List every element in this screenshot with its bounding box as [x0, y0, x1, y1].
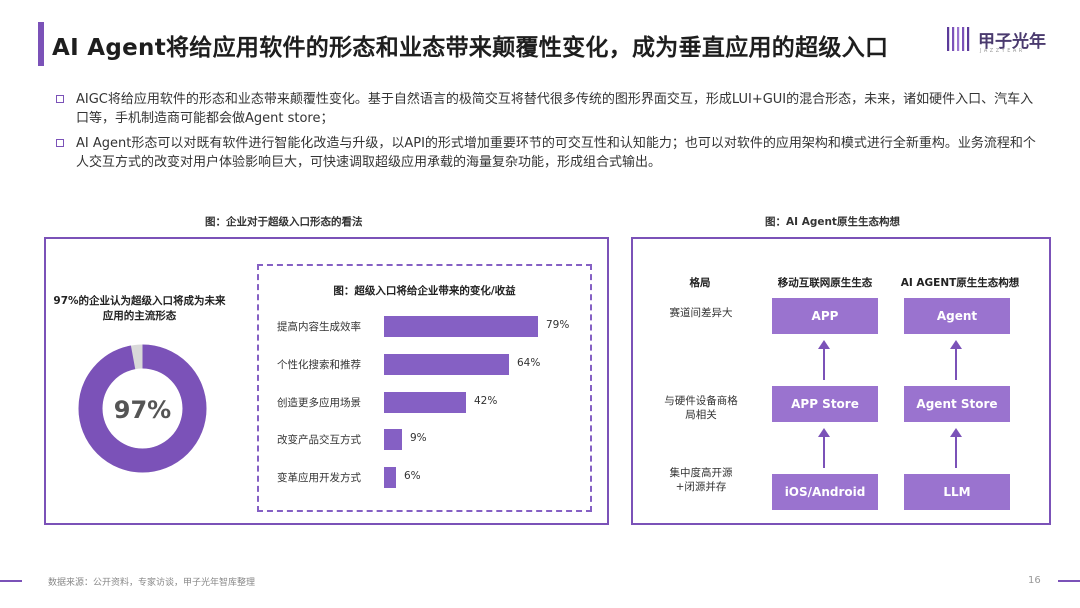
ecosystem-column-header: AI AGENT原生生态构想 [900, 277, 1020, 289]
page-number: 16 [1028, 575, 1041, 586]
bar-category-label: 提高内容生成效率 [277, 321, 361, 333]
donut-caption: 97%的企业认为超级入口将成为未来应用的主流形态 [53, 295, 226, 322]
arrow-shaft [823, 348, 825, 380]
ecosystem-column-header: 格局 [689, 277, 711, 289]
agent-ecosystem-box: LLM [904, 474, 1010, 510]
bar-value-label: 79% [546, 319, 570, 331]
bullet-point-2: AI Agent形态可以对既有软件进行智能化改造与升级，以API的形式增加重要环… [56, 134, 1036, 172]
bar-chart-title: 图：超级入口将给企业带来的变化/收益 [333, 285, 516, 297]
logo-subtext: JAZZYEAR [980, 48, 1025, 54]
bullet-square-icon [56, 95, 64, 103]
bar [384, 354, 509, 375]
arrow-up-icon [818, 340, 830, 349]
footer-line-left [0, 580, 22, 582]
mobile-ecosystem-box: APP Store [772, 386, 878, 422]
bar-chart-frame [257, 264, 592, 512]
bar-value-label: 6% [404, 470, 421, 482]
agent-ecosystem-box: Agent Store [904, 386, 1010, 422]
bar-value-label: 42% [474, 395, 498, 407]
bar [384, 429, 402, 450]
donut-value-label: 97% [114, 396, 171, 424]
ecosystem-row-label: 赛道间差异大 [669, 307, 733, 319]
bullet-text: AIGC将给应用软件的形态和业态带来颠覆性变化。基于自然语言的极简交互将替代很多… [76, 92, 1034, 126]
bar [384, 316, 538, 337]
ecosystem-row-label: 与硬件设备商格局相关 [664, 395, 738, 421]
arrow-up-icon [950, 340, 962, 349]
donut-chart: 97% [78, 344, 207, 473]
agent-ecosystem-box: Agent [904, 298, 1010, 334]
bullet-square-icon [56, 139, 64, 147]
bar-value-label: 64% [517, 357, 541, 369]
footer-line-right [1058, 580, 1080, 582]
arrow-shaft [955, 436, 957, 468]
ecosystem-column-header: 移动互联网原生生态 [777, 277, 873, 289]
donut-value-arc [78, 344, 207, 473]
left-figure-caption: 图：企业对于超级入口形态的看法 [205, 216, 363, 228]
mobile-ecosystem-box: APP [772, 298, 878, 334]
bar-category-label: 创造更多应用场景 [277, 397, 361, 409]
arrow-shaft [823, 436, 825, 468]
jazzyear-logo-icon [947, 27, 970, 51]
mobile-ecosystem-box: iOS/Android [772, 474, 878, 510]
bar-category-label: 改变产品交互方式 [277, 434, 361, 446]
bullet-point-1: AIGC将给应用软件的形态和业态带来颠覆性变化。基于自然语言的极简交互将替代很多… [56, 90, 1036, 128]
bar-category-label: 个性化搜索和推荐 [277, 359, 361, 371]
title-accent-bar [38, 22, 44, 66]
bar [384, 467, 396, 488]
arrow-up-icon [950, 428, 962, 437]
page-title: AI Agent将给应用软件的形态和业态带来颠覆性变化，成为垂直应用的超级入口 [52, 35, 889, 61]
bar-value-label: 9% [410, 432, 427, 444]
bar-category-label: 变革应用开发方式 [277, 472, 361, 484]
arrow-shaft [955, 348, 957, 380]
logo-text: 甲子光年 [978, 32, 1046, 52]
arrow-up-icon [818, 428, 830, 437]
data-source: 数据来源：公开资料，专家访谈，甲子光年智库整理 [48, 578, 256, 588]
bar [384, 392, 466, 413]
bullet-text: AI Agent形态可以对既有软件进行智能化改造与升级，以API的形式增加重要环… [76, 136, 1036, 170]
ecosystem-row-label: 集中度高开源+闭源并存 [669, 467, 733, 493]
right-figure-caption: 图：AI Agent原生生态构想 [765, 216, 900, 228]
left-figure-panel [44, 237, 609, 525]
